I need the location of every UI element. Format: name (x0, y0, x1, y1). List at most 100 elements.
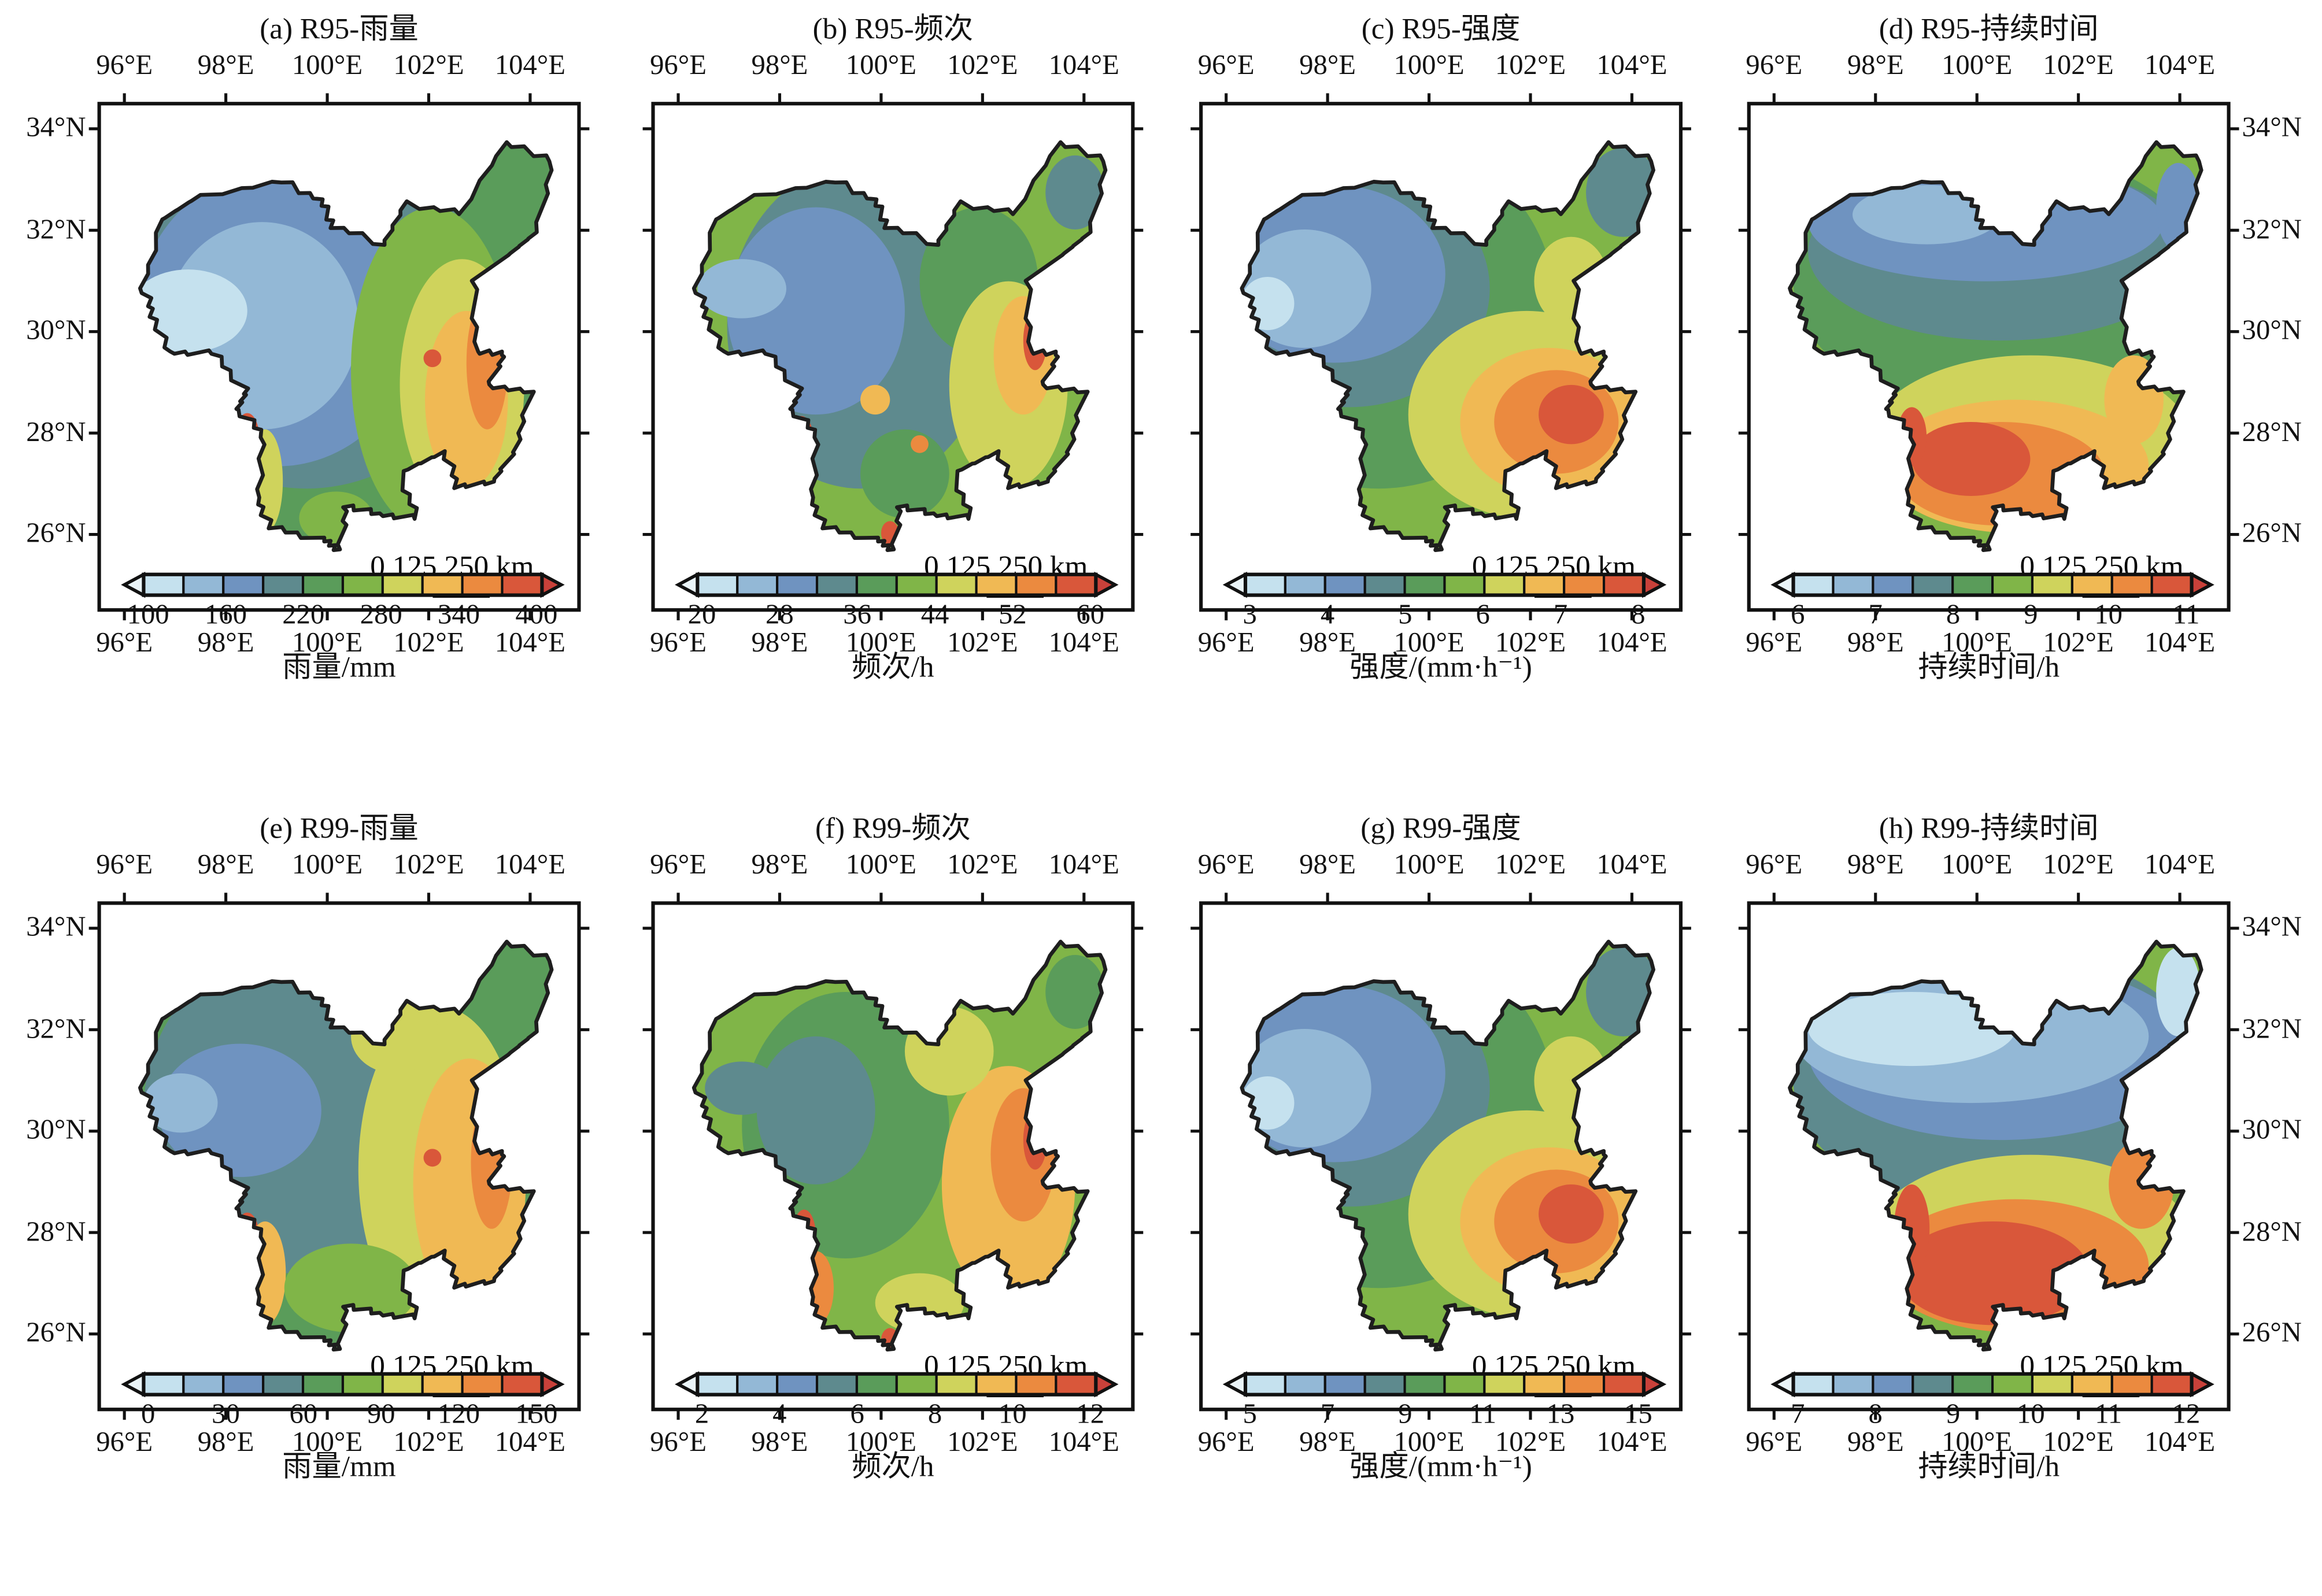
colorbar-tick-label: 340 (437, 599, 480, 631)
colorbar-bin (1015, 1372, 1058, 1396)
colorbar-bin (1991, 573, 2034, 597)
lon-label-bottom: 96°E (1197, 1427, 1255, 1458)
colorbar-tick-label: 7 (1320, 1399, 1335, 1431)
colorbar-bin (815, 1372, 858, 1396)
lon-label-top: 104°E (1048, 850, 1119, 881)
panel-title: (g) R99-强度 (1360, 813, 1521, 846)
colorbar-tick-label: 280 (360, 599, 402, 631)
lon-label-top: 102°E (2043, 50, 2114, 82)
colorbar (1770, 1371, 2214, 1398)
lon-label-bottom: 102°E (393, 1427, 464, 1458)
contour-region (2104, 355, 2164, 445)
lon-label-top: 100°E (1942, 850, 2013, 881)
map-panel: (a) R95-雨量 0 125 250 km 96°E 96°E 98°E 98°E 10… (26, 0, 603, 784)
colorbar-tick-label: 400 (515, 599, 558, 631)
lon-label-top: 96°E (1746, 850, 1803, 881)
colorbar-label: 频次/h (852, 651, 934, 684)
lon-label-top: 102°E (947, 850, 1018, 881)
lon-label-bottom: 104°E (1596, 1427, 1667, 1458)
lon-label-top: 100°E (291, 850, 363, 881)
colorbar-tick-label: 8 (1631, 599, 1646, 631)
contour-region (756, 1036, 875, 1184)
colorbar-bin (1563, 573, 1606, 597)
lon-label-bottom: 98°E (1847, 627, 1904, 659)
lon-label-top: 98°E (751, 50, 808, 82)
lon-label-bottom: 96°E (650, 1427, 707, 1458)
colorbar (1770, 572, 2214, 598)
colorbar-bin (1055, 573, 1097, 597)
lon-label-top: 104°E (1596, 50, 1667, 82)
contour-region (697, 259, 786, 319)
colorbar-bin (1363, 573, 1406, 597)
lat-label-right: 28°N (2242, 416, 2302, 448)
map-panel: (e) R99-雨量 0 125 250 km 96°E 96°E 98°E 98°E 10… (26, 799, 603, 1584)
contour-region (911, 435, 929, 453)
colorbar-bin (975, 573, 1018, 597)
lon-label-bottom: 104°E (494, 1427, 566, 1458)
colorbar-bin (301, 1372, 344, 1396)
lat-label-left: 30°N (26, 1114, 86, 1146)
colorbar-bin (341, 1372, 384, 1396)
colorbar-bin (1443, 1372, 1486, 1396)
lon-label-top: 96°E (650, 850, 707, 881)
map-panel: (d) R95-持续时间 0 125 250 km 96°E 96°E 98°E 98°E… (1738, 0, 2302, 784)
lon-label-bottom: 96°E (1197, 627, 1255, 659)
panel-title: (c) R95-强度 (1361, 13, 1521, 46)
plot-frame (1747, 102, 2231, 612)
colorbar-tick-label: 12 (1076, 1399, 1105, 1431)
colorbar-tick-label: 220 (282, 599, 325, 631)
contour-region (143, 1073, 218, 1133)
lon-label-bottom: 98°E (1299, 627, 1356, 659)
colorbar-bin (2110, 573, 2153, 597)
lat-label-right: 34°N (2242, 912, 2302, 943)
colorbar-bin (142, 573, 185, 597)
province-boundary (692, 140, 1108, 553)
lon-label-top: 104°E (494, 850, 566, 881)
province-boundary (1788, 140, 2203, 553)
lat-label-right: 28°N (2242, 1216, 2302, 1247)
colorbar-low-arrow (675, 1371, 700, 1398)
colorbar-tick-label: 7 (1868, 599, 1883, 631)
colorbar-high-arrow (2190, 572, 2214, 598)
lon-label-top: 98°E (751, 850, 808, 881)
panel-title: (f) R99-频次 (815, 813, 971, 846)
colorbar-frame (1791, 572, 2194, 597)
colorbar-bin (1602, 1372, 1645, 1396)
colorbar-bin (1602, 573, 1645, 597)
colorbar-bin (421, 1372, 464, 1396)
contour-region (1534, 1036, 1609, 1125)
map-panel: (f) R99-频次 0 125 250 km 96°E 96°E 98°E 98°E 10… (642, 799, 1156, 1584)
colorbar-tick-label: 6 (850, 1399, 864, 1431)
colorbar-tick-label: 5 (1243, 1399, 1257, 1431)
colorbar (121, 1371, 565, 1398)
lon-label-bottom: 98°E (197, 627, 254, 659)
contour-fill (140, 941, 552, 1350)
colorbar-bin (736, 573, 779, 597)
lon-label-top: 100°E (845, 50, 917, 82)
colorbar-bin (341, 573, 384, 597)
contour-fill (1241, 142, 1654, 550)
lon-label-top: 102°E (393, 50, 464, 82)
colorbar-tick-label: 11 (1469, 1399, 1497, 1431)
colorbar-bin (895, 573, 938, 597)
lon-label-bottom: 104°E (494, 627, 566, 659)
colorbar-tick-label: 4 (772, 1399, 787, 1431)
lon-label-bottom: 104°E (1048, 1427, 1119, 1458)
colorbar-frame (1791, 1372, 2194, 1397)
colorbar-bin (262, 1372, 305, 1396)
colorbar-frame (142, 572, 544, 597)
colorbar-high-arrow (2190, 1371, 2214, 1398)
colorbar-bin (1483, 573, 1526, 597)
lat-label-left: 34°N (26, 912, 86, 943)
map-panel: (c) R95-强度 0 125 250 km 96°E 96°E 98°E 98°E 10… (1190, 0, 1704, 784)
colorbar-bin (1832, 1372, 1874, 1396)
colorbar-bin (182, 573, 225, 597)
colorbar-tick-label: 7 (1553, 599, 1568, 631)
province-boundary (1240, 140, 1655, 553)
lat-label-left: 26°N (26, 1317, 86, 1349)
lon-label-top: 102°E (1495, 850, 1566, 881)
colorbar-bin (501, 1372, 543, 1396)
colorbar-bin (1284, 1372, 1326, 1396)
plot-frame (1199, 102, 1683, 612)
